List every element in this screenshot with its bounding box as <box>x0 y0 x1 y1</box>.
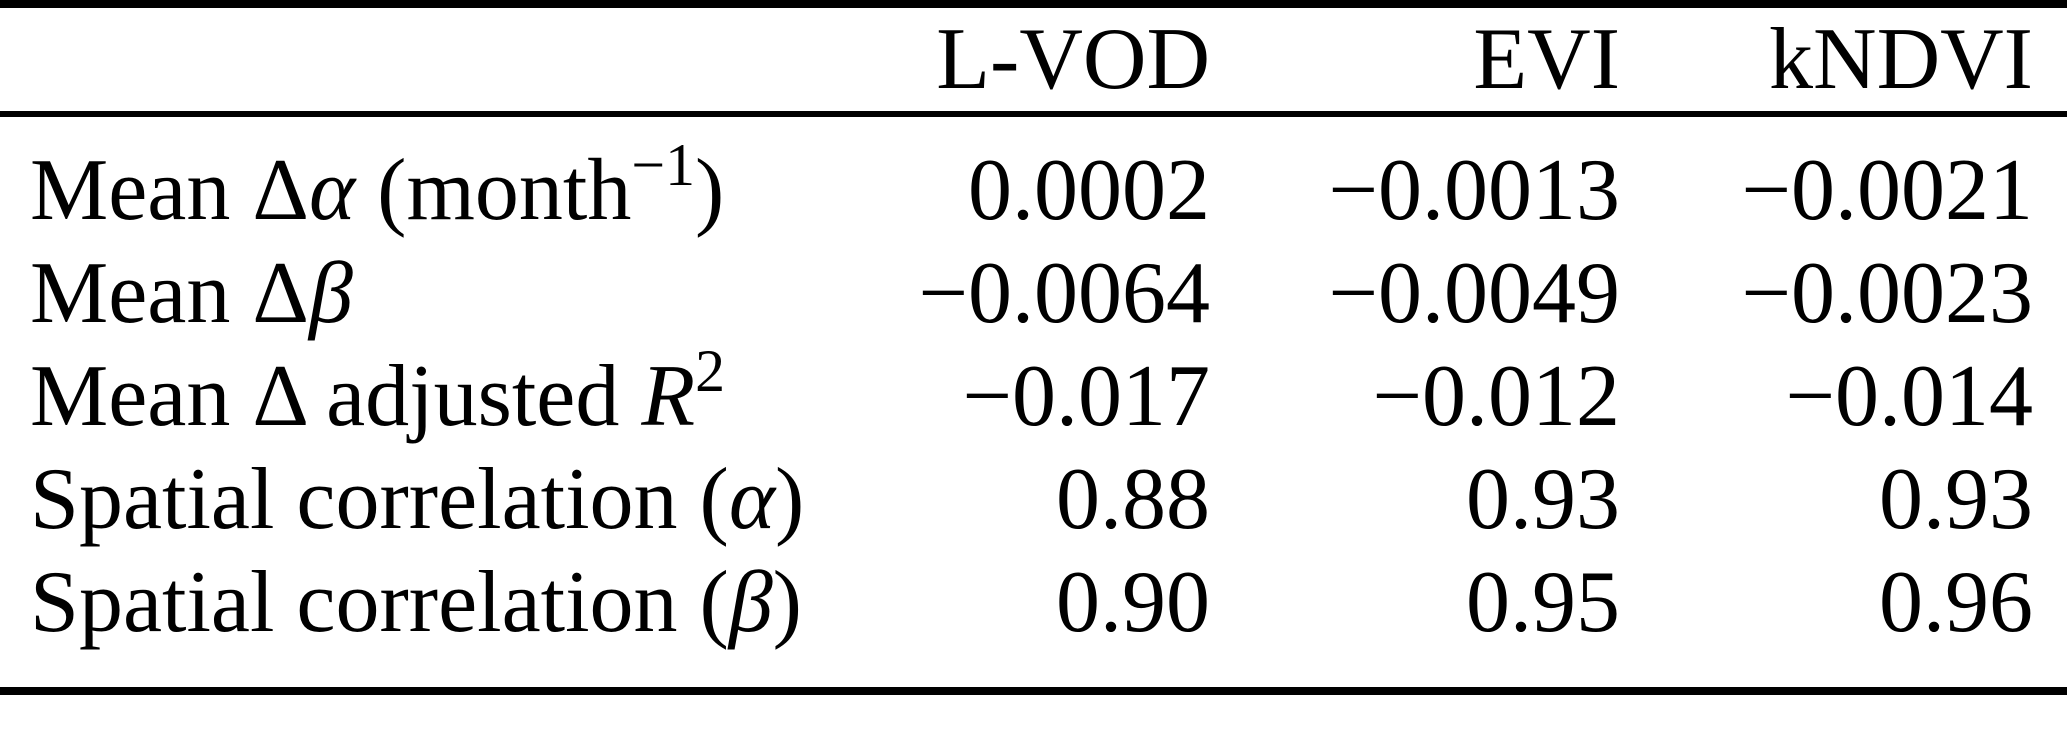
column-header-evi: EVI <box>1210 4 1620 117</box>
label-text: (month <box>355 142 632 239</box>
cell-value-kndvi: −0.014 <box>1785 348 2033 445</box>
row-label: Mean Δ adjusted R2 <box>0 341 800 448</box>
label-text: ) <box>772 554 802 651</box>
math-variable: β <box>308 245 353 342</box>
header-row: L-VOD EVI kNDVI <box>0 4 2067 117</box>
math-variable: β <box>728 554 773 651</box>
column-header-kndvi: kNDVI <box>1620 4 2067 117</box>
cell-value-evi: −0.0013 <box>1328 142 1620 239</box>
label-text: ) <box>695 142 725 239</box>
row-label: Mean Δα (month−1) <box>0 114 800 242</box>
math-variable: R <box>641 348 696 445</box>
results-table: L-VOD EVI kNDVI Mean Δα (month−1) 0.0002… <box>0 0 2067 695</box>
label-text: Mean Δ adjusted <box>30 348 642 445</box>
cell-value-evi: −0.012 <box>1372 348 1620 445</box>
row-label: Spatial correlation (β) <box>0 551 802 691</box>
table-row: Spatial correlation (β) 0.90 0.95 0.96 <box>0 551 2067 691</box>
cell-value-evi: 0.93 <box>1466 451 1620 548</box>
column-header-lvod: L-VOD <box>800 4 1210 117</box>
table-row: Mean Δβ −0.0064 −0.0049 −0.0023 <box>0 242 2067 345</box>
cell-value-kndvi: −0.0021 <box>1741 142 2033 239</box>
cell-value-lvod: −0.0064 <box>918 245 1210 342</box>
superscript: −1 <box>631 132 696 199</box>
label-text: ) <box>775 451 805 548</box>
cell-value-lvod: 0.88 <box>1056 451 1210 548</box>
cell-value-evi: −0.0049 <box>1328 245 1620 342</box>
cell-value-kndvi: 0.93 <box>1879 451 2033 548</box>
label-text: Spatial correlation ( <box>30 554 729 651</box>
table-row: Mean Δ adjusted R2 −0.017 −0.012 −0.014 <box>0 341 2067 448</box>
label-text: Mean Δ <box>30 245 309 342</box>
column-header-empty <box>0 4 800 117</box>
cell-value-evi: 0.95 <box>1466 554 1620 651</box>
cell-value-lvod: 0.90 <box>1056 554 1210 651</box>
cell-value-lvod: 0.0002 <box>968 142 1210 239</box>
row-label: Spatial correlation (α) <box>0 448 804 551</box>
label-text: Mean Δ <box>30 142 309 239</box>
superscript: 2 <box>695 338 726 405</box>
row-label: Mean Δβ <box>0 242 800 345</box>
table-row: Mean Δα (month−1) 0.0002 −0.0013 −0.0021 <box>0 114 2067 242</box>
math-variable: α <box>728 451 776 548</box>
cell-value-lvod: −0.017 <box>962 348 1210 445</box>
label-text: Spatial correlation ( <box>30 451 729 548</box>
table-row: Spatial correlation (α) 0.88 0.93 0.93 <box>0 448 2067 551</box>
cell-value-kndvi: 0.96 <box>1879 554 2033 651</box>
math-variable: α <box>308 142 356 239</box>
cell-value-kndvi: −0.0023 <box>1741 245 2033 342</box>
